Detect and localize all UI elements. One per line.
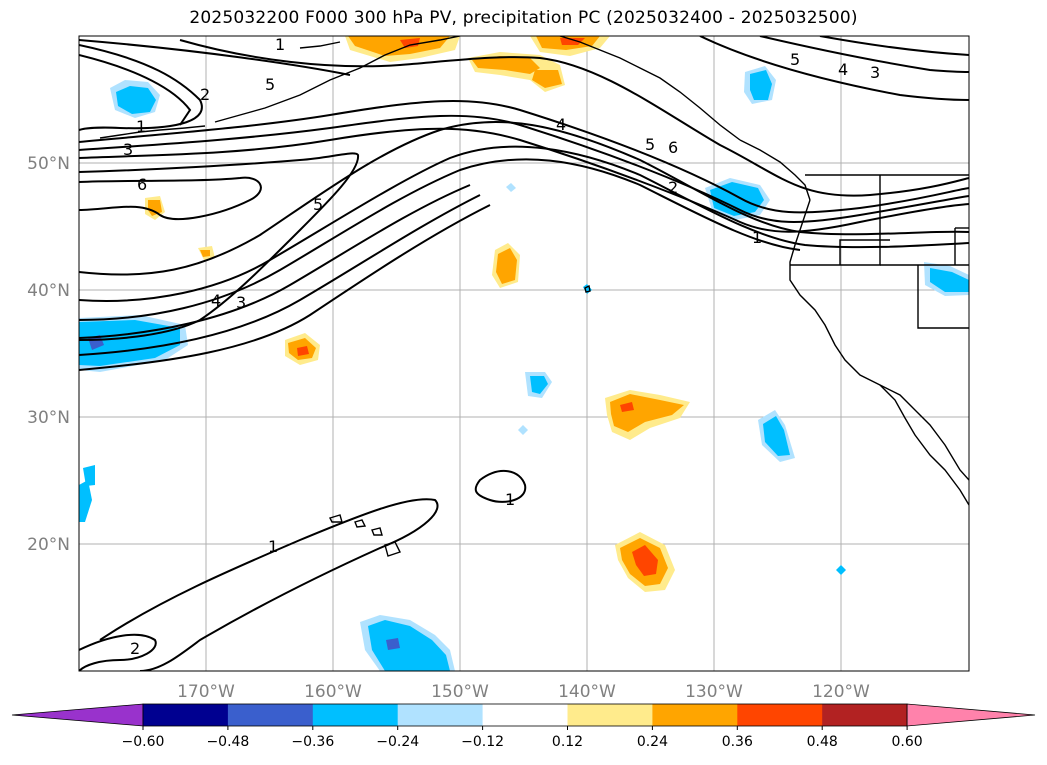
lon-label-160w: 160°W <box>304 682 362 702</box>
colorbar-segment <box>143 704 229 726</box>
colorbar-tick-label: −0.12 <box>461 734 504 750</box>
colorbar-tick-label: 0.24 <box>637 734 668 750</box>
contour-label: 1 <box>505 490 515 509</box>
contour-label: 3 <box>123 140 133 159</box>
latitude-labels: 50°N 40°N 30°N 20°N <box>27 154 70 555</box>
map-title: 2025032200 F000 300 hPa PV, precipitatio… <box>189 8 858 28</box>
lon-label-120w: 120°W <box>812 682 870 702</box>
longitude-labels: 170°W 160°W 150°W 140°W 130°W 120°W <box>177 682 870 702</box>
colorbar-segment <box>312 704 399 726</box>
lat-label-40: 40°N <box>27 281 70 301</box>
colorbar-segment <box>652 704 738 726</box>
contour-label: 5 <box>645 135 655 154</box>
lon-label-140w: 140°W <box>558 682 616 702</box>
lat-label-20: 20°N <box>27 535 70 555</box>
contour-label: 2 <box>668 178 678 197</box>
colorbar-extend-left <box>11 703 144 727</box>
map-frame <box>78 35 970 672</box>
colorbar-tick-label: 0.36 <box>722 734 753 750</box>
colorbar-segment <box>567 704 653 726</box>
colorbar-segment <box>397 704 484 726</box>
colorbar <box>11 703 1036 727</box>
colorbar-tick-label: −0.60 <box>122 734 165 750</box>
contour-label: 6 <box>668 138 678 157</box>
contour-label: 1 <box>136 117 146 136</box>
lat-label-30: 30°N <box>27 408 70 428</box>
contour-label: 3 <box>870 63 880 82</box>
colorbar-tick-label: −0.24 <box>376 734 419 750</box>
colorbar-border <box>142 703 908 727</box>
lon-label-150w: 150°W <box>431 682 489 702</box>
contour-label: 4 <box>211 291 221 310</box>
colorbar-segment <box>227 704 314 726</box>
precip-fill <box>79 36 969 671</box>
lon-label-170w: 170°W <box>177 682 235 702</box>
map-background <box>79 36 969 671</box>
pv-contours <box>79 36 969 671</box>
contour-label: 2 <box>130 639 140 658</box>
colorbar-segment <box>737 704 823 726</box>
colorbar-tick-label: 0.60 <box>892 734 923 750</box>
pv-contour-labels: 1 5 2 1 3 6 5 4 3 4 5 6 2 1 5 4 3 1 1 2 <box>123 35 880 658</box>
colorbar-extend-right <box>906 703 1036 727</box>
contour-label: 5 <box>790 50 800 69</box>
lon-label-130w: 130°W <box>685 682 743 702</box>
colorbar-tick-label: 0.48 <box>807 734 838 750</box>
contour-label: 4 <box>556 115 566 134</box>
contour-label: 1 <box>275 35 285 54</box>
coastlines <box>99 36 969 557</box>
lat-label-50: 50°N <box>27 154 70 174</box>
colorbar-segment <box>482 704 568 726</box>
contour-label: 1 <box>752 228 762 247</box>
colorbar-tick-labels: −0.60 −0.48 −0.36 −0.24 −0.12 0.12 0.24 0.36 0.4… <box>122 726 923 750</box>
colorbar-tick-label: −0.36 <box>291 734 334 750</box>
colorbar-tick-label: 0.12 <box>552 734 583 750</box>
contour-label: 5 <box>265 75 275 94</box>
contour-label: 3 <box>236 293 246 312</box>
contour-label: 2 <box>200 85 210 104</box>
contour-label: 4 <box>838 60 848 79</box>
contour-label: 5 <box>313 195 323 214</box>
contour-label: 1 <box>268 537 278 556</box>
colorbar-segment <box>822 704 908 726</box>
contour-label: 6 <box>137 175 147 194</box>
colorbar-tick-label: −0.48 <box>206 734 249 750</box>
